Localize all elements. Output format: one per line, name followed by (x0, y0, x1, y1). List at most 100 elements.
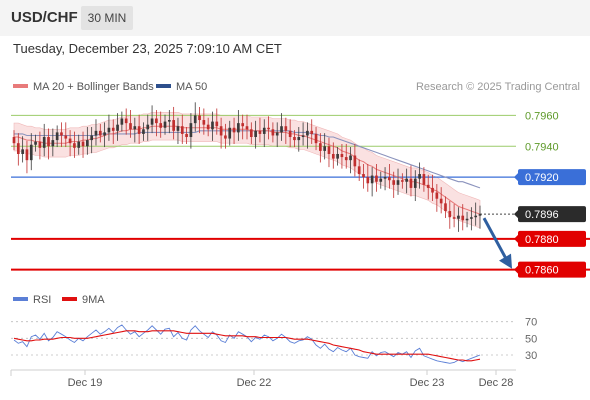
candle (215, 108, 219, 135)
candle-body (375, 175, 378, 182)
candle (254, 120, 257, 149)
candle-body (301, 135, 305, 138)
candle (34, 134, 37, 152)
credit-text: Research © 2025 Trading Central (416, 81, 580, 93)
candle (457, 207, 460, 232)
candle (60, 122, 63, 148)
rsi-tick-label: 50 (525, 333, 537, 345)
candle (86, 126, 89, 155)
candle-body (470, 217, 473, 219)
candle-body (267, 127, 270, 130)
candle-body (457, 215, 460, 219)
candle-body (478, 214, 482, 216)
candle-body (202, 120, 206, 125)
candle (327, 137, 331, 168)
candle-body (439, 198, 443, 204)
candle (267, 116, 270, 140)
candle-body (280, 126, 283, 133)
candle (155, 110, 158, 137)
candle (206, 117, 210, 137)
ma20-legend-label: MA 20 + Bollinger Bands (33, 81, 154, 93)
candle-body (167, 120, 171, 122)
candle (90, 126, 94, 154)
candle-body (215, 121, 219, 127)
candle (271, 122, 275, 143)
candle-body (245, 126, 249, 130)
candle (25, 140, 29, 174)
candle-body (379, 178, 383, 182)
candle-body (34, 141, 37, 145)
candle (98, 123, 102, 143)
candle-body (327, 146, 331, 154)
candle (159, 111, 163, 138)
candle-body (120, 118, 124, 125)
level-label-0-7880: 0.7880 (525, 234, 559, 246)
candle-body (193, 115, 197, 124)
candle-body (349, 155, 352, 161)
level-label-0-7920: 0.7920 (525, 172, 559, 184)
candle (146, 114, 150, 141)
candle-body (90, 135, 94, 141)
candle (124, 108, 128, 135)
candle-body (262, 127, 266, 134)
candle (444, 196, 447, 218)
candle (340, 143, 344, 169)
candle-body (396, 180, 400, 185)
candle-body (159, 123, 163, 128)
candle-body (331, 153, 335, 159)
candle-body (25, 149, 29, 161)
candle (172, 106, 175, 140)
candle-body (150, 118, 154, 125)
level-tag-pointer (514, 265, 518, 274)
candle (120, 111, 124, 132)
candle-body (340, 153, 344, 158)
candle-body (461, 215, 465, 221)
ma20-legend-swatch (13, 84, 28, 88)
candle-body (241, 123, 245, 127)
level-tag-pointer (514, 234, 518, 243)
candle-body (103, 132, 106, 136)
candle-body (474, 215, 478, 218)
candle-body (73, 143, 76, 148)
candle (81, 131, 85, 158)
candle-body (426, 184, 430, 188)
candle (167, 110, 171, 134)
candle-body (258, 130, 262, 134)
candle (418, 162, 421, 189)
candle-body (366, 177, 370, 184)
candle (396, 168, 400, 195)
level-tag-0-7896 (518, 206, 586, 223)
candle-body (383, 177, 387, 179)
candle (344, 143, 348, 169)
candle-body (452, 217, 456, 219)
candle-body (293, 137, 296, 141)
candle-body (198, 115, 201, 121)
candle-body (21, 149, 24, 154)
candle-body (362, 174, 365, 178)
candle-body (185, 133, 188, 138)
forecast-arrow-shaft (482, 217, 508, 260)
candle-body (319, 143, 322, 151)
candle (21, 136, 24, 163)
timeframe-button[interactable]: 30 MIN (81, 6, 133, 30)
candle (180, 114, 184, 144)
candle (228, 120, 232, 146)
candle (383, 167, 387, 191)
x-tick-label: Dec 23 (410, 377, 445, 389)
level-label-0-7896: 0.7896 (525, 209, 559, 221)
candle-body (60, 132, 63, 136)
candle (111, 119, 115, 144)
candle (51, 128, 55, 157)
candle (241, 114, 245, 140)
candle-body (370, 175, 374, 184)
candle (73, 131, 76, 158)
candle (64, 122, 68, 148)
candle-body (189, 123, 193, 138)
candle (439, 187, 443, 214)
level-tag-pointer (514, 210, 518, 219)
candle (314, 126, 318, 151)
candle-body (55, 132, 59, 141)
candle-body (86, 140, 89, 147)
candle-body (172, 120, 175, 131)
